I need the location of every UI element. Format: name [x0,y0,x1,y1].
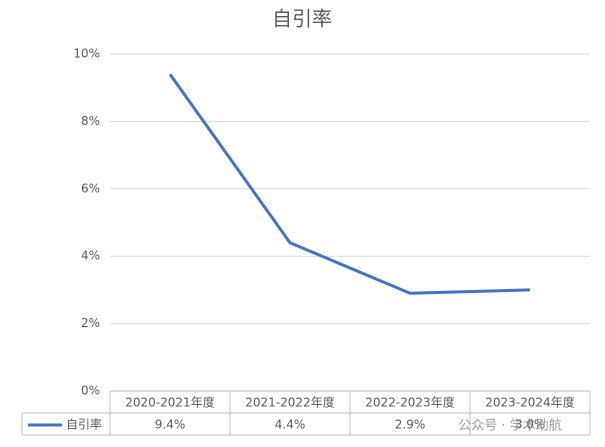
x-tick-label: 2022-2023年度 [365,395,454,410]
y-tick-label: 6% [81,181,100,195]
watermark: 公众号 · 学术助航 [458,418,561,434]
value-label: 9.4% [155,418,186,432]
y-tick-label: 2% [81,316,100,330]
legend-label: 自引率 [66,417,102,432]
x-tick-label: 2023-2024年度 [485,395,574,410]
value-label: 3.0% [515,418,546,432]
value-label: 2.9% [395,418,426,432]
y-tick-label: 10% [73,47,100,61]
line [168,73,531,295]
y-tick-label: 0% [81,384,100,398]
chart-title: 自引率 [272,7,332,31]
x-tick-label: 2020-2021年度 [125,395,214,410]
y-tick-label: 4% [81,249,100,263]
y-tick-label: 8% [81,114,100,128]
value-label: 4.4% [275,418,306,432]
x-tick-label: 2021-2022年度 [245,395,334,410]
